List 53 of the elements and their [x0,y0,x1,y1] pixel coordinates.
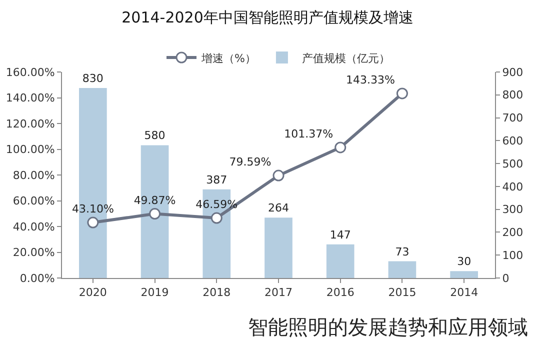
y2-tick-label: 400 [502,180,524,194]
data-label: 101.37% [284,127,334,140]
y2-tick-label: 600 [502,134,524,148]
point [396,88,408,100]
x-tick-label: 2020 [78,286,107,300]
data-label: 264 [268,202,289,215]
chart-title: 2014-2020年中国智能照明产值规模及增速 [122,8,414,26]
legend-label: 产值规模（亿元） [302,52,390,65]
data-label: 73 [395,245,410,258]
y2-tick-label: 200 [502,226,524,240]
x-tick-label: 2019 [140,286,169,300]
y-tick-label: 60.00% [12,194,55,208]
text: 智能照明的发展趋势和应用领域 [248,315,528,339]
data-label: 43.10% [72,202,114,216]
y-tick-label: 40.00% [12,220,55,234]
point [87,216,99,228]
y2-tick-label: 500 [502,157,524,170]
y2-tick-label: 800 [502,88,524,102]
data-label: 147 [330,228,351,242]
point [272,170,284,182]
legend-label: 增速（%） [200,52,256,65]
bar [450,271,478,278]
data-label: 830 [82,72,104,86]
point [210,212,222,224]
data-label: 49.87% [134,194,176,207]
y-tick-label: 80.00% [12,168,55,182]
y-tick-label: 0.00% [20,272,55,285]
y-tick-label: 140.00% [6,92,55,105]
data-label: 580 [144,129,166,142]
x-tick-label: 2017 [264,286,292,300]
x-tick-label: 2014 [450,286,478,300]
y-tick-label: 160.00% [6,66,55,79]
y2-tick-label: 300 [502,203,524,216]
y-tick-label: 100.00% [6,143,55,156]
x-tick-label: 2015 [388,286,416,300]
bar [388,261,416,278]
y2-tick-label: 0 [502,272,510,285]
y2-tick-label: 700 [502,112,524,125]
bar [264,218,292,278]
bar [326,244,354,278]
y2-tick-label: 100 [502,248,524,262]
data-label: 387 [206,173,228,186]
y-tick-label: 20.00% [12,246,55,260]
data-label: 79.59% [229,156,272,169]
y2-tick-label: 900 [502,66,524,79]
data-label: 30 [457,255,472,268]
point [149,208,161,220]
data-label: 143.33% [346,73,395,86]
x-tick-label: 2016 [326,286,354,300]
data-label: 46.59% [196,198,238,212]
y-tick-label: 120.00% [6,117,55,130]
x-tick-label: 2018 [202,286,231,300]
point [334,142,346,154]
